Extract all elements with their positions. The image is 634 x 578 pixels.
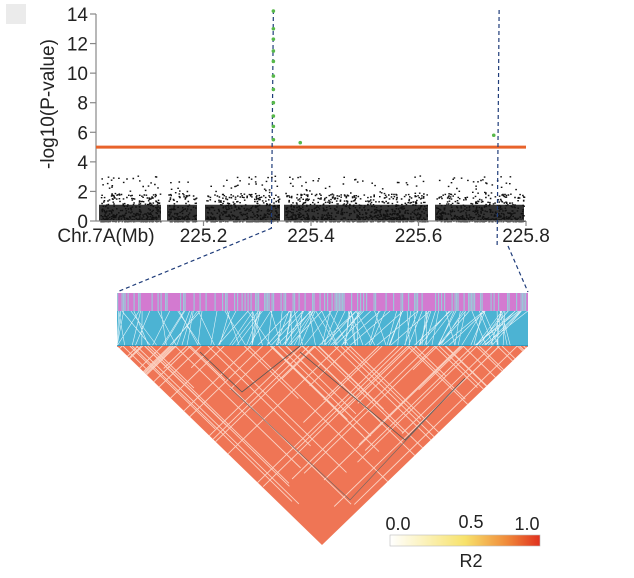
significant-point [271, 49, 276, 53]
significant-point [271, 87, 276, 92]
x-tick-label: 225.6 [395, 226, 443, 247]
significant-point [271, 100, 276, 105]
band-gap [280, 201, 284, 221]
ld-heatmap-texture [117, 346, 528, 507]
ld-block-outline [199, 346, 301, 393]
corner-box [6, 4, 26, 24]
band-gap [197, 201, 205, 221]
y-axis-label: -log10(P-value) [38, 39, 59, 169]
significant-point [271, 114, 276, 118]
y-tick-label: 12 [67, 35, 88, 56]
y-tick-label: 2 [77, 182, 88, 203]
background-snp-points [99, 175, 526, 223]
y-tick-label: 6 [77, 123, 88, 144]
manhattan-plot: 0 2 4 6 8 10 12 14 225.2 225.4 225.6 225.8 -log10(… [38, 5, 550, 247]
y-tick-label: 10 [67, 64, 88, 85]
colorbar-tick-label: 0.0 [385, 514, 410, 534]
band-gap [161, 201, 167, 221]
ld-block-outline [229, 387, 456, 501]
y-tick-label: 14 [67, 5, 89, 26]
band-gap [428, 201, 435, 221]
link-fan-path [116, 310, 528, 347]
marker-line-right [496, 9, 500, 247]
x-tick-label: 225.2 [180, 226, 228, 247]
x-tick-label: 225.8 [502, 226, 550, 247]
colorbar-tick-label: 1.0 [514, 514, 539, 534]
significant-point [271, 137, 276, 142]
colorbar-gradient [389, 534, 541, 547]
significant-point [491, 133, 496, 138]
colorbar: 0.0 0.5 1.0 R2 [385, 512, 541, 571]
marker-line-left [270, 9, 274, 229]
y-tick-label: 0 [77, 212, 88, 233]
x-axis-label: Chr.7A(Mb) [57, 226, 154, 247]
y-tick-label: 4 [77, 153, 88, 174]
significant-point [271, 124, 276, 129]
link-band-lines [116, 310, 528, 347]
significant-point [298, 140, 303, 145]
snp-track-stripe-path [117, 293, 527, 311]
significant-point [271, 26, 276, 31]
y-ticks: 0 2 4 6 8 10 12 14 [67, 5, 96, 233]
significant-point [271, 37, 276, 41]
significant-point [271, 9, 276, 13]
background-snp-band [99, 204, 524, 221]
x-ticks: 225.2 225.4 225.6 225.8 [180, 221, 550, 247]
x-tick-label: 225.4 [287, 226, 335, 247]
colorbar-tick-label: 0.5 [458, 512, 483, 532]
snp-track-stripes [117, 293, 527, 311]
significant-point [271, 74, 276, 78]
significant-point [271, 59, 276, 64]
connector-line-right [507, 245, 529, 293]
significant-snp-points [271, 9, 496, 145]
y-tick-label: 8 [77, 94, 88, 115]
snp-track [117, 293, 528, 311]
colorbar-label: R2 [459, 551, 482, 571]
ld-block [116, 293, 528, 545]
